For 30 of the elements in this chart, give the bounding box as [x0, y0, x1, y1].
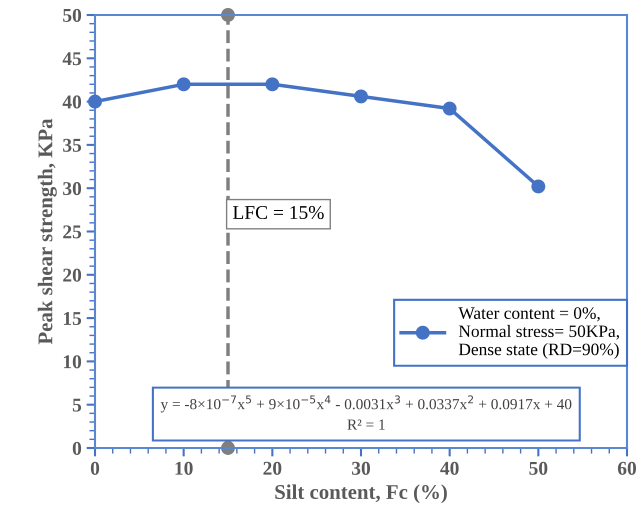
- annotation: LFC = 15%: [232, 206, 324, 220]
- y-tick-label: 40: [62, 95, 82, 109]
- x-tick-label: 50: [529, 462, 548, 475]
- y-tick-label: 10: [64, 355, 82, 368]
- y-tick-label: 25: [63, 225, 82, 238]
- y-tick-label: 35: [63, 138, 82, 152]
- x-tick-label: 0: [90, 462, 100, 475]
- x-axis-title: Silt content, Fc (%): [275, 484, 447, 504]
- annotation: R² = 1: [347, 420, 385, 430]
- y-tick-label: 0: [72, 442, 82, 455]
- point: [442, 102, 457, 116]
- y-tick-label: 30: [63, 182, 82, 196]
- y-tick-label: 50: [63, 8, 82, 22]
- legend-label: Water content = 0%, Normal stress= 50KPa, Dense state (RD=90%): [458, 307, 619, 359]
- point: [176, 77, 191, 92]
- point: [88, 94, 102, 109]
- x-tick-label: 30: [352, 462, 370, 475]
- y-tick-label: 45: [62, 52, 82, 66]
- point: [531, 180, 546, 194]
- point: [354, 89, 368, 104]
- y-tick-label: 15: [64, 312, 82, 326]
- x-tick-label: 10: [176, 462, 193, 475]
- y-tick-label: 5: [72, 398, 82, 412]
- x-tick-label: 20: [263, 462, 282, 475]
- x-tick-label: 60: [618, 462, 636, 475]
- point: [265, 77, 280, 92]
- x-tick-label: 40: [440, 462, 459, 475]
- y-tick-label: 20: [63, 268, 82, 282]
- y-axis-title: Peak shear strength, KPa: [38, 118, 57, 344]
- text: y = -8×10$^{−7}$x$^{5}$ + 9×10$^{−5}$x$^{4}$ - 0.0031x$^{3}$ + 0.0337x$^{2}$ + 0.0917x + 40: [160, 395, 572, 412]
